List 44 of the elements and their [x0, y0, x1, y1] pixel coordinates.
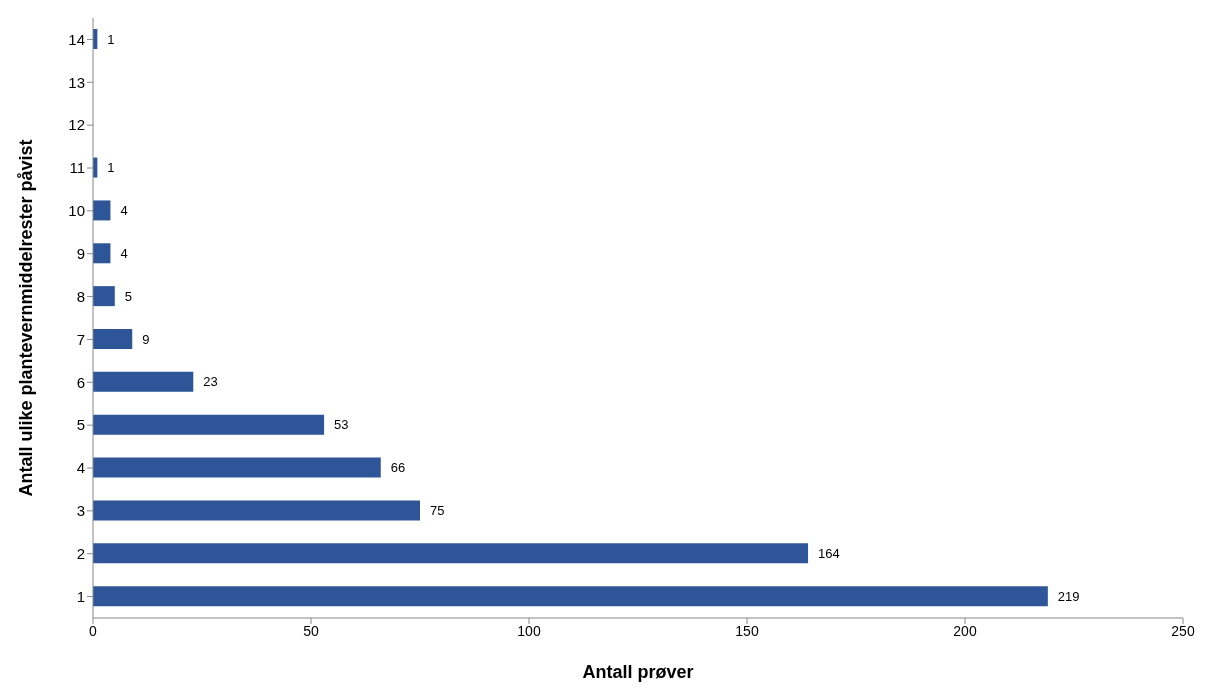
bar — [93, 286, 115, 307]
y-axis-title: Antall ulike plantevernmiddelrester påvist — [16, 139, 37, 497]
y-tick-label: 14 — [68, 30, 85, 48]
bar — [93, 543, 809, 564]
bar — [93, 243, 111, 264]
bar — [93, 329, 133, 349]
bar — [93, 200, 111, 221]
y-tick-label: 11 — [69, 159, 85, 177]
data-label: 1 — [107, 160, 115, 176]
bar — [93, 371, 194, 392]
bar — [93, 414, 325, 435]
x-tick-label: 50 — [303, 622, 319, 639]
data-label: 75 — [430, 503, 445, 519]
data-label: 1 — [107, 31, 115, 47]
bar — [93, 457, 381, 478]
bar — [93, 500, 420, 521]
y-tick-label: 5 — [76, 416, 85, 434]
x-axis-title: Antall prøver — [582, 662, 694, 682]
x-tick-label: 0 — [89, 622, 98, 639]
y-tick-label: 13 — [68, 73, 85, 91]
y-tick-label: 1 — [76, 587, 85, 605]
data-label: 23 — [203, 374, 218, 390]
y-tick-label: 12 — [68, 116, 85, 134]
x-tick-label: 200 — [953, 622, 977, 639]
data-label: 4 — [120, 245, 128, 261]
data-label: 9 — [142, 331, 150, 347]
data-label: 66 — [390, 460, 406, 476]
data-label: 5 — [124, 288, 133, 304]
y-tick-label: 6 — [76, 373, 85, 391]
x-tick-label: 250 — [1171, 622, 1195, 639]
y-tick-label: 8 — [76, 287, 85, 305]
y-tick-label: 4 — [76, 459, 85, 477]
y-tick-label: 9 — [76, 245, 85, 263]
data-label: 53 — [334, 417, 349, 433]
y-tick-label: 7 — [76, 330, 85, 348]
y-tick-label: 3 — [76, 502, 85, 520]
x-tick-label: 150 — [735, 622, 759, 639]
data-label: 4 — [120, 203, 128, 219]
x-tick-label: 100 — [517, 622, 541, 639]
data-label: 164 — [818, 545, 840, 561]
bar — [93, 586, 1048, 607]
y-tick-label: 2 — [76, 545, 85, 563]
data-label: 219 — [1057, 588, 1080, 604]
y-tick-label: 10 — [68, 202, 85, 220]
